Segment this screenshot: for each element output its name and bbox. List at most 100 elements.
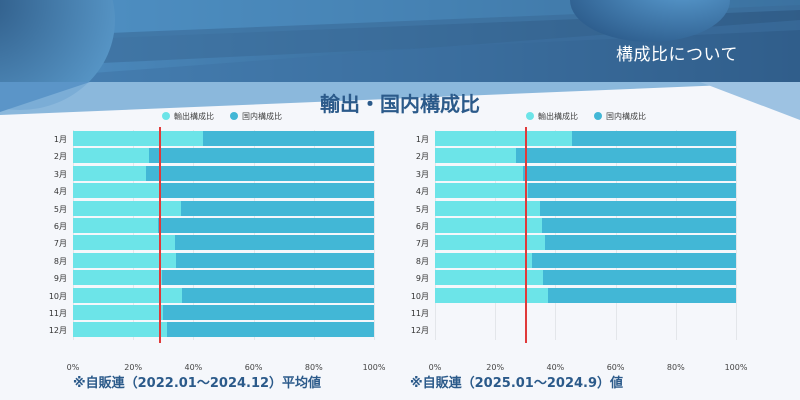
bar-row[interactable]	[73, 131, 374, 146]
legend-item-domestic[interactable]: 国内構成比	[594, 111, 646, 122]
bar-row[interactable]	[73, 322, 374, 338]
domestic-bar-segment[interactable]	[571, 131, 736, 146]
domestic-bar-segment[interactable]	[148, 148, 374, 164]
page-title: 輸出・国内構成比	[320, 92, 480, 116]
domestic-bar-segment[interactable]	[181, 200, 374, 216]
export-bar-segment[interactable]	[435, 270, 543, 286]
domestic-bar-segment[interactable]	[544, 235, 736, 251]
gridline	[253, 130, 255, 340]
export-bar-segment[interactable]	[73, 270, 163, 286]
y-tick-label: 11月	[48, 309, 67, 318]
domestic-bar-segment[interactable]	[175, 252, 374, 268]
export-bar-segment[interactable]	[435, 287, 548, 303]
bar-row[interactable]	[435, 183, 736, 199]
export-bar-segment[interactable]	[73, 252, 176, 268]
domestic-bar-segment[interactable]	[157, 218, 374, 233]
bar-row[interactable]	[73, 252, 374, 268]
bar-row[interactable]	[435, 218, 736, 233]
bar-row[interactable]	[73, 183, 374, 199]
y-tick-label: 10月	[410, 291, 429, 301]
domestic-bar-segment[interactable]	[527, 183, 736, 199]
gridline	[313, 130, 315, 340]
x-tick-label: 100%	[724, 363, 748, 372]
chart-legend: 輸出構成比 国内構成比	[162, 108, 282, 124]
export-bar-segment[interactable]	[73, 235, 176, 251]
domestic-bar-segment[interactable]	[175, 235, 374, 251]
domestic-bar-segment[interactable]	[547, 287, 736, 303]
export-bar-segment[interactable]	[435, 218, 542, 233]
domestic-bar-segment[interactable]	[531, 252, 736, 268]
bar-row[interactable]	[73, 287, 374, 303]
domestic-bar-segment[interactable]	[181, 287, 374, 303]
domestic-bar-segment[interactable]	[203, 131, 374, 146]
domestic-bar-segment[interactable]	[162, 305, 374, 320]
export-bar-segment[interactable]	[73, 183, 161, 199]
export-dot-icon	[162, 112, 170, 120]
bar-row[interactable]	[435, 252, 736, 268]
gridline	[435, 130, 436, 340]
bar-row[interactable]	[73, 235, 374, 251]
export-bar-segment[interactable]	[73, 218, 158, 233]
domestic-bar-segment[interactable]	[542, 270, 736, 286]
x-tick-label: 40%	[184, 363, 203, 372]
legend-item-export[interactable]: 輸出構成比	[162, 111, 214, 122]
y-tick-label: 3月	[415, 169, 429, 179]
bar-row[interactable]	[73, 148, 374, 164]
y-tick-label: 11月	[410, 309, 429, 318]
export-bar-segment[interactable]	[73, 322, 167, 338]
average-reference-line	[158, 127, 161, 343]
right-chart-note: ※自販連（2025.01～2024.9）値	[410, 376, 624, 391]
x-tick-label: 80%	[304, 363, 323, 372]
bar-row[interactable]	[73, 200, 374, 216]
gridline	[555, 130, 557, 340]
export-bar-segment[interactable]	[73, 165, 147, 181]
section-title: 構成比について	[616, 45, 738, 65]
export-bar-segment[interactable]	[435, 200, 540, 216]
domestic-bar-segment[interactable]	[516, 148, 736, 164]
domestic-bar-segment[interactable]	[539, 200, 736, 216]
y-tick-label: 1月	[53, 135, 67, 144]
domestic-bar-segment[interactable]	[523, 165, 736, 181]
domestic-bar-segment[interactable]	[162, 270, 374, 286]
plot-area: 0% 20% 40% 60% 80% 100% 1月 2月 3月 4月 5月 6月 7月 8月 9月 10月 1…	[49, 127, 385, 372]
bar-row[interactable]	[73, 305, 374, 320]
legend-item-domestic[interactable]: 国内構成比	[230, 111, 282, 122]
domestic-dot-icon	[594, 112, 602, 120]
bar-row[interactable]	[435, 270, 736, 286]
bar-row[interactable]	[435, 235, 736, 251]
bar-row[interactable]	[435, 287, 736, 303]
export-bar-segment[interactable]	[435, 131, 572, 146]
gridline	[73, 130, 74, 340]
gridline	[133, 130, 135, 340]
export-bar-segment[interactable]	[73, 287, 182, 303]
domestic-dot-icon	[230, 112, 238, 120]
export-bar-segment[interactable]	[73, 131, 204, 146]
export-bar-segment[interactable]	[73, 200, 182, 216]
bar-row[interactable]	[73, 218, 374, 233]
export-bar-segment[interactable]	[73, 148, 149, 164]
bar-row[interactable]	[435, 148, 736, 164]
domestic-bar-segment[interactable]	[166, 322, 374, 338]
gridline	[495, 130, 497, 340]
export-bar-segment[interactable]	[435, 148, 517, 164]
x-tick-label: 80%	[666, 363, 685, 372]
chart-legend: 輸出構成比 国内構成比	[526, 108, 646, 124]
bar-row[interactable]	[435, 200, 736, 216]
bar-row[interactable]	[73, 165, 374, 181]
average-reference-line	[524, 127, 527, 343]
domestic-bar-segment[interactable]	[146, 165, 374, 181]
export-bar-segment[interactable]	[73, 305, 163, 320]
export-bar-segment[interactable]	[435, 165, 524, 181]
bar-row[interactable]	[73, 270, 374, 286]
export-bar-segment[interactable]	[435, 252, 532, 268]
domestic-bar-segment[interactable]	[541, 218, 736, 233]
bar-row[interactable]	[435, 131, 736, 146]
export-bar-segment[interactable]	[435, 235, 545, 251]
gridline	[374, 130, 375, 340]
y-tick-label: 6月	[53, 222, 67, 231]
y-tick-label: 3月	[53, 169, 67, 179]
bar-row[interactable]	[435, 165, 736, 181]
legend-item-export[interactable]: 輸出構成比	[526, 111, 578, 122]
export-bar-segment[interactable]	[435, 183, 528, 199]
domestic-bar-segment[interactable]	[160, 183, 374, 199]
